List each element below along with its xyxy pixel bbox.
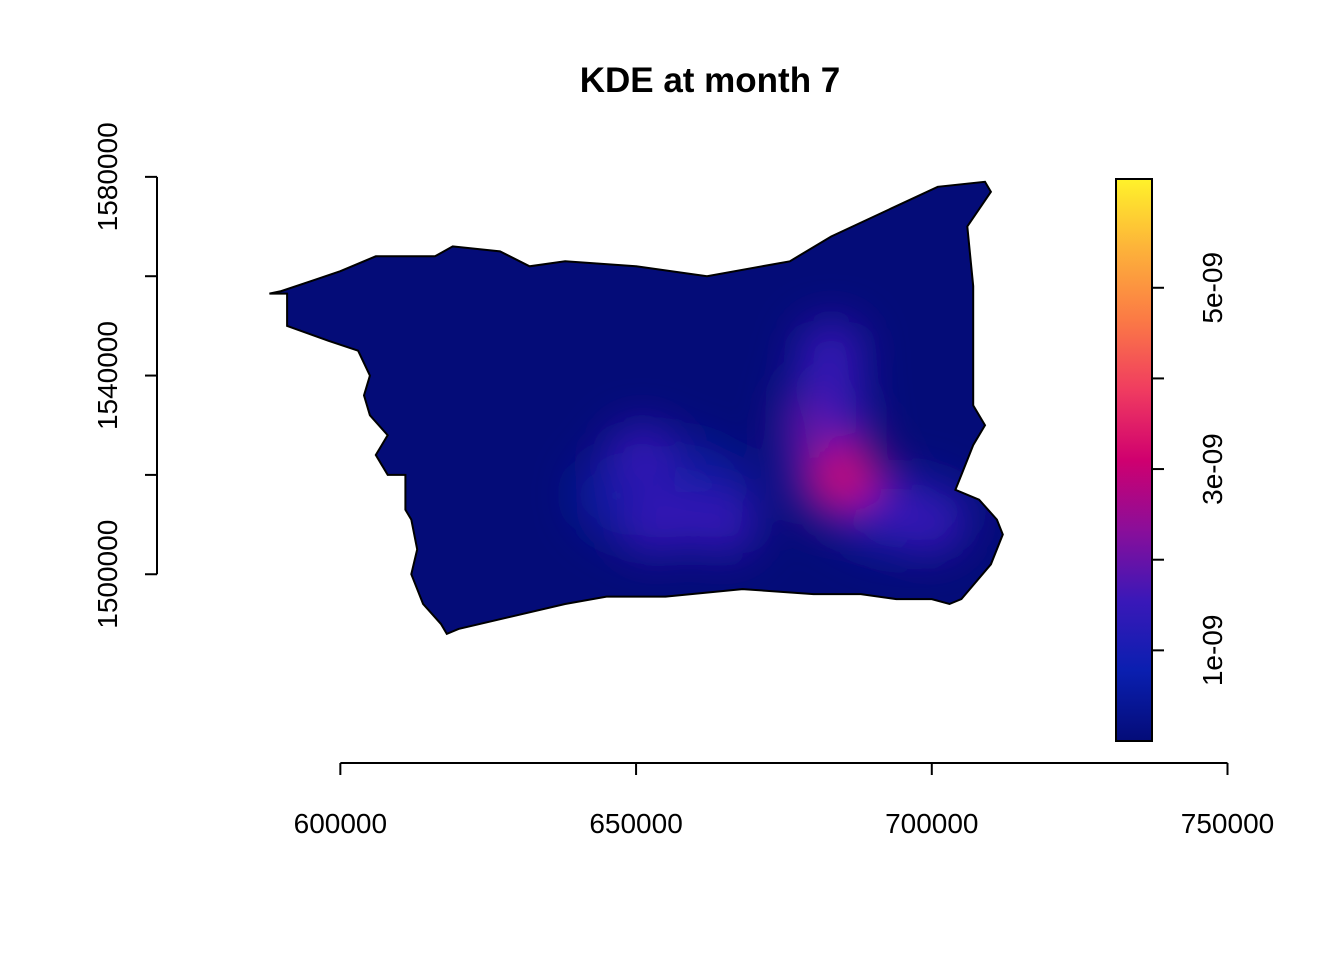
region-boundary (269, 180, 1004, 636)
y-tick-label: 1540000 (92, 321, 123, 430)
density-peak-5 (608, 424, 676, 486)
colorbar-ticks: 1e-09 3e-09 5e-09 (1152, 252, 1228, 686)
density-surface (269, 181, 1003, 634)
colorbar-tick-label: 3e-09 (1197, 433, 1228, 505)
y-axis: 1500000 1540000 1580000 (92, 122, 158, 629)
density-ridge (812, 320, 857, 461)
x-tick-label: 750000 (1181, 808, 1274, 839)
chart-title: KDE at month 7 (580, 61, 841, 100)
plot-area (269, 180, 1004, 636)
density-core (820, 451, 873, 504)
x-axis: 600000 650000 700000 750000 (294, 762, 1274, 839)
density-connector (633, 492, 734, 537)
x-tick-label: 600000 (294, 808, 387, 839)
y-tick-label: 1500000 (92, 520, 123, 629)
colorbar-tick-label: 1e-09 (1197, 615, 1228, 687)
colorbar-gradient (1115, 178, 1153, 742)
y-tick-label: 1580000 (92, 122, 123, 231)
colorbar-legend: 1e-09 3e-09 5e-09 (1115, 178, 1228, 742)
density-arm (847, 479, 946, 540)
x-tick-label: 700000 (885, 808, 978, 839)
x-tick-label: 650000 (589, 808, 682, 839)
colorbar-tick-label: 5e-09 (1197, 252, 1228, 324)
density-blobs (575, 320, 973, 555)
